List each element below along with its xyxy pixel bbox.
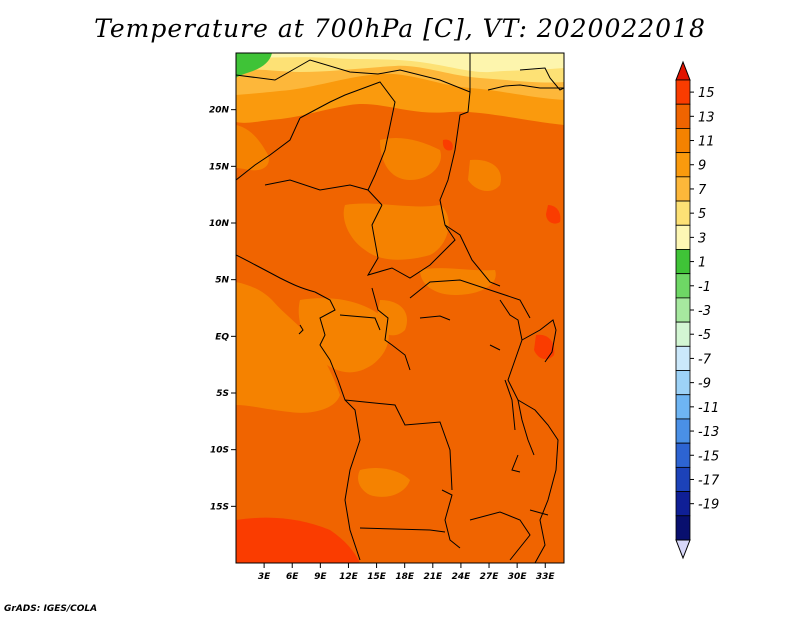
colorbar-swatch	[675, 466, 691, 492]
colorbar-label: 3	[698, 231, 706, 246]
colorbar-swatch	[675, 394, 691, 420]
colorbar-label: 15	[698, 86, 715, 101]
lon-tick-label: 9E	[314, 572, 327, 582]
lat-tick-label: 5S	[216, 389, 229, 399]
lon-tick-label: 15E	[367, 572, 387, 582]
lat-tick-label: 15N	[209, 162, 230, 172]
colorbar-label: 13	[698, 110, 715, 125]
lon-tick-label: 6E	[286, 572, 299, 582]
colorbar-label: 9	[698, 159, 706, 174]
latitude-axis: 20N 15N 10N 5N EQ 5S 10S 15S	[209, 106, 236, 512]
lon-tick-label: 18E	[395, 572, 415, 582]
lon-tick-label: 21E	[423, 572, 443, 582]
lat-tick-label: 10N	[209, 219, 230, 229]
colorbar-swatch	[675, 128, 691, 154]
colorbar-over-arrow	[675, 60, 691, 81]
temperature-field	[236, 53, 564, 563]
colorbar-swatch	[675, 152, 691, 178]
colorbar-under-arrow	[675, 539, 691, 560]
colorbar-label: -11	[698, 401, 719, 416]
colorbar-swatch	[675, 515, 691, 541]
colorbar-label: -9	[698, 377, 711, 392]
lon-tick-label: 3E	[258, 572, 271, 582]
colorbar-swatch	[675, 418, 691, 444]
colorbar-label: -13	[698, 425, 719, 440]
colorbar-swatch	[675, 249, 691, 275]
colorbar-swatch	[675, 345, 691, 371]
colorbar-swatch	[675, 321, 691, 347]
lon-tick-label: 24E	[452, 572, 472, 582]
colorbar-label: -1	[698, 280, 711, 295]
colorbar-swatch	[675, 442, 691, 468]
colorbar-label: -19	[698, 498, 719, 513]
colorbar-swatch	[675, 370, 691, 396]
colorbar-swatch	[675, 224, 691, 250]
colorbar-label: 7	[698, 183, 707, 198]
colorbar-swatch	[675, 273, 691, 299]
map-title: Temperature at 700hPa [C], VT: 202002201…	[94, 14, 706, 43]
colorbar-label: -15	[698, 449, 719, 464]
lat-tick-label: 15S	[210, 502, 229, 512]
lat-tick-label: EQ	[215, 332, 229, 342]
colorbar-label: 1	[698, 256, 706, 271]
colorbar-label: 11	[698, 135, 715, 150]
lat-tick-label: 10S	[210, 446, 229, 456]
colorbar-swatch	[675, 79, 691, 105]
colorbar-swatch	[675, 491, 691, 517]
colorbar-label: 5	[698, 207, 706, 222]
colorbar-label: -7	[698, 352, 712, 367]
lon-tick-label: 12E	[339, 572, 359, 582]
lat-tick-label: 20N	[209, 106, 230, 116]
colorbar-swatch	[675, 103, 691, 129]
colorbar: 15 13 11 9 7 5 3 1 -1 -3 -5 -7 -9 -11 -13 -15 -17 -19	[675, 60, 720, 560]
country-borders	[236, 53, 564, 563]
grads-credit: GrADS: IGES/COLA	[4, 604, 98, 614]
colorbar-swatch	[675, 176, 691, 202]
longitude-axis: 3E 6E 9E 12E 15E 18E 21E 24E 27E 30E 33E	[258, 563, 556, 582]
lon-tick-label: 30E	[508, 572, 528, 582]
colorbar-swatch	[675, 297, 691, 323]
colorbar-swatch	[675, 200, 691, 226]
map-frame	[235, 52, 565, 564]
lon-tick-label: 27E	[480, 572, 500, 582]
colorbar-label: -3	[698, 304, 711, 319]
lat-tick-label: 5N	[215, 276, 229, 286]
lon-tick-label: 33E	[536, 572, 556, 582]
colorbar-label: -5	[698, 328, 711, 343]
colorbar-label: -17	[698, 473, 720, 488]
